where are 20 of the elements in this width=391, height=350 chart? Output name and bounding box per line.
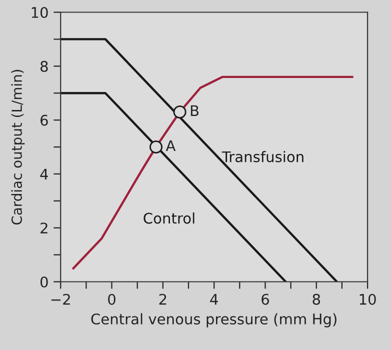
y-tick-label: 4 (40, 168, 48, 180)
y-tick-label: 0 (40, 276, 48, 288)
y-axis-title: Cardiac output (L/min) (11, 70, 25, 225)
annotation: A (166, 140, 176, 152)
x-axis-title: Central venous pressure (mm Hg) (91, 313, 336, 328)
line-series (72, 76, 354, 270)
x-tick-label: 2 (159, 294, 166, 305)
series-label: Transfusion (222, 150, 304, 162)
series-label: Control (144, 212, 194, 224)
x-tick-label: 6 (262, 294, 269, 305)
x-tick-label: 0 (108, 294, 116, 305)
annotation: B (190, 105, 198, 116)
y-tick-label: 8 (40, 60, 48, 72)
x-tick-label: 8 (312, 294, 320, 305)
y-tick-label: 10 (32, 6, 48, 18)
y-tick-label: 2 (40, 222, 48, 234)
x-tick-label: −2 (51, 294, 70, 305)
x-tick-label: 4 (210, 294, 218, 305)
x-tick-label: 10 (360, 294, 376, 305)
y-tick-label: 6 (40, 114, 48, 126)
